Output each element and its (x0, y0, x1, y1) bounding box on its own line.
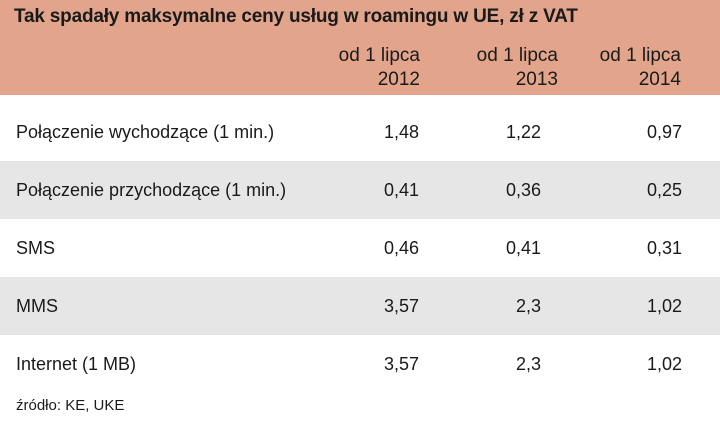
cell-2013: 2,3 (515, 296, 541, 316)
cell-2013: 2,3 (515, 354, 541, 374)
cell-2014: 1,02 (646, 354, 682, 374)
table-header: Tak spadały maksymalne ceny usług w roam… (0, 0, 720, 95)
table-row: Połączenie wychodzące (1 min.) 1,48 1,22… (0, 103, 720, 161)
row-label: Połączenie przychodzące (1 min.) (16, 180, 287, 200)
cell-2012: 0,46 (383, 238, 419, 258)
column-header-year: 2013 (515, 69, 558, 90)
cell-2014: 1,02 (646, 296, 682, 316)
row-label: SMS (16, 238, 56, 258)
column-header-line1: od 1 lipca (476, 45, 558, 66)
cell-2013: 0,36 (505, 180, 541, 200)
column-header-year: 2012 (377, 69, 420, 90)
cell-2014: 0,25 (646, 180, 682, 200)
table-title: Tak spadały maksymalne ceny usług w roam… (14, 6, 578, 27)
row-label: Internet (1 MB) (16, 354, 137, 374)
column-header-2012: od 1 lipca 2012 (280, 44, 420, 92)
cell-2012: 3,57 (383, 354, 419, 374)
column-header-2013: od 1 lipca 2013 (418, 44, 558, 92)
table-row: Połączenie przychodzące (1 min.) 0,41 0,… (0, 161, 720, 219)
table-row: Internet (1 MB) 3,57 2,3 1,02 (0, 335, 720, 393)
column-header-year: 2014 (638, 69, 681, 90)
column-header-2014: od 1 lipca 2014 (541, 44, 681, 92)
row-label: MMS (16, 296, 58, 316)
column-header-line1: od 1 lipca (599, 45, 681, 66)
source-note: źródło: KE, UKE (16, 397, 125, 414)
cell-2013: 1,22 (505, 122, 541, 142)
row-label: Połączenie wychodzące (1 min.) (16, 122, 275, 142)
cell-2012: 3,57 (383, 296, 419, 316)
table-row: MMS 3,57 2,3 1,02 (0, 277, 720, 335)
cell-2014: 0,97 (646, 122, 682, 142)
cell-2014: 0,31 (646, 238, 682, 258)
cell-2013: 0,41 (505, 238, 541, 258)
cell-2012: 1,48 (383, 122, 419, 142)
table-row: SMS 0,46 0,41 0,31 (0, 219, 720, 277)
column-header-line1: od 1 lipca (338, 45, 420, 66)
cell-2012: 0,41 (383, 180, 419, 200)
